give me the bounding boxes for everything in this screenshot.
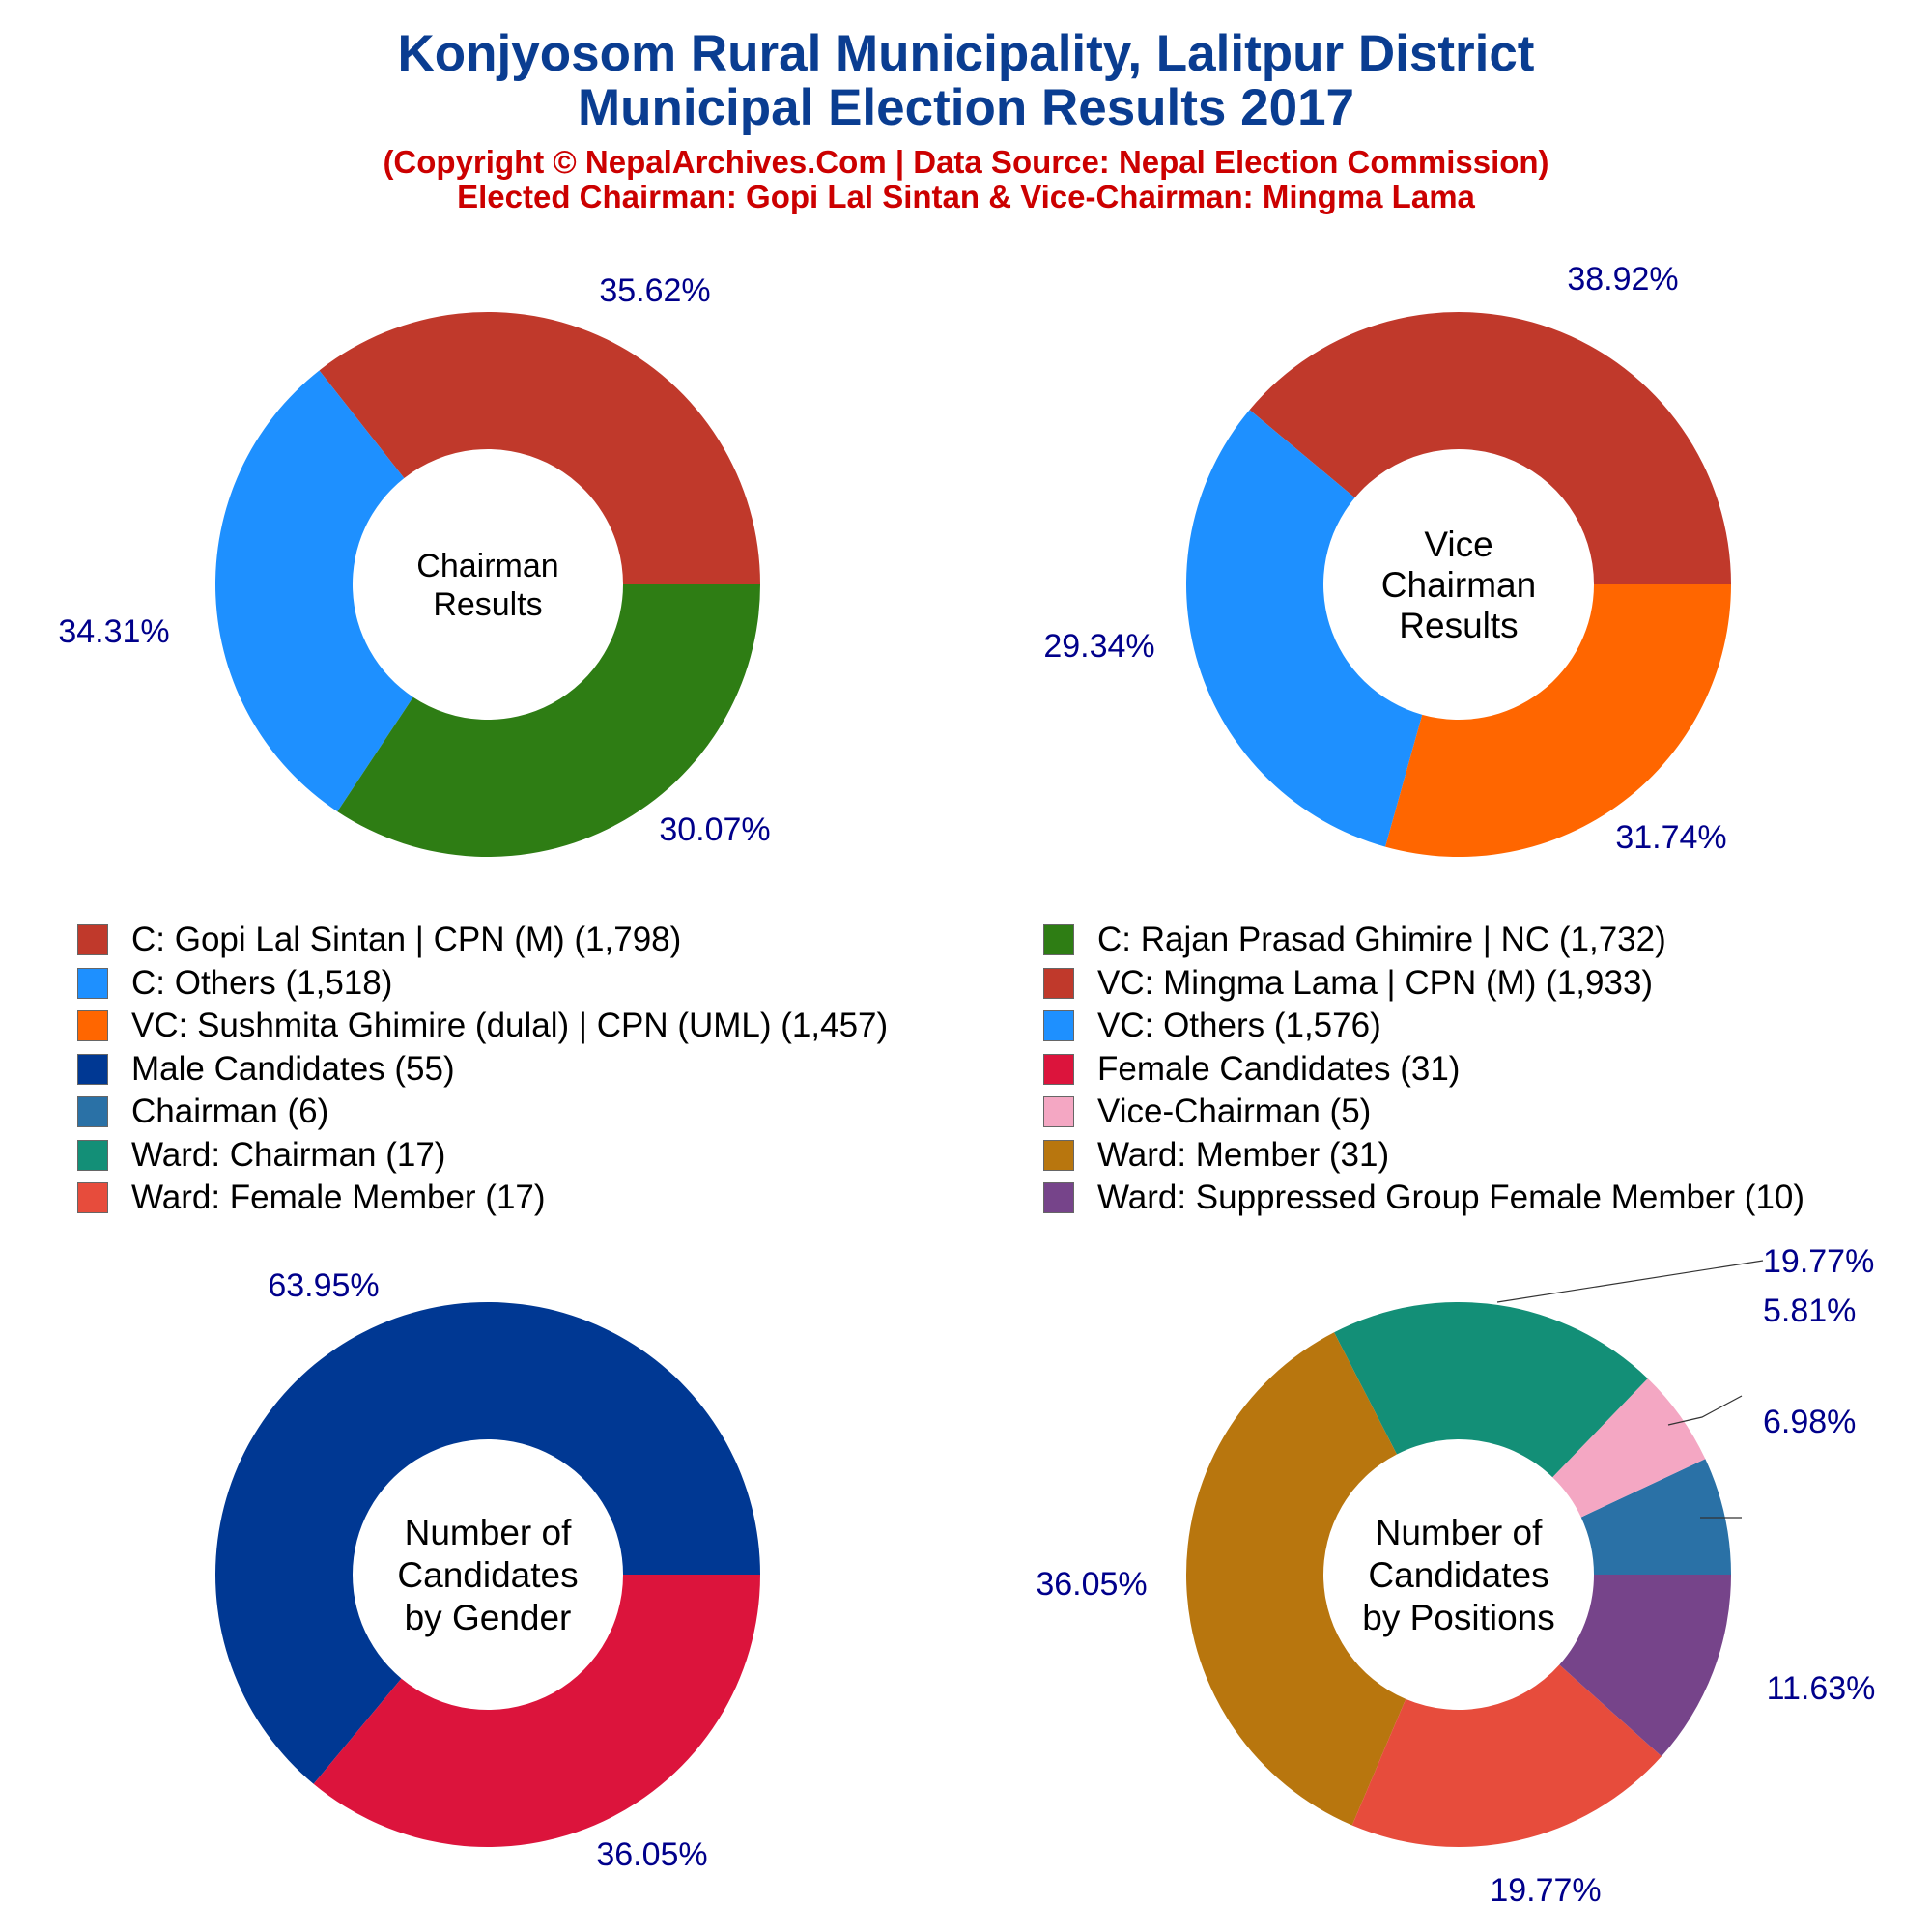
- legend-swatch: [1043, 1139, 1074, 1171]
- percent-label: 38.92%: [1567, 261, 1678, 298]
- legend-label: Ward: Female Member (17): [131, 1179, 546, 1216]
- donut-center-label: Candidates: [397, 1555, 578, 1595]
- legend-label: Ward: Member (31): [1097, 1135, 1390, 1174]
- legend-label: Female Candidates (31): [1097, 1049, 1461, 1088]
- chart-title-line-1: Konjyosom Rural Municipality, Lalitpur D…: [397, 25, 1535, 82]
- slice-ward-chairman: [1334, 1302, 1648, 1478]
- copyright-line: (Copyright © NepalArchives.Com | Data So…: [383, 144, 1549, 180]
- percent-label: 31.74%: [1615, 819, 1726, 856]
- chart-header: Konjyosom Rural Municipality, Lalitpur D…: [0, 27, 1932, 214]
- legend-swatch: [77, 1182, 108, 1213]
- legend-swatch: [1043, 1182, 1074, 1213]
- donut-center-label: by Gender: [405, 1598, 572, 1637]
- slice-ward-suppressed-group-female-member: [1559, 1575, 1731, 1757]
- elected-line: Elected Chairman: Gopi Lal Sintan & Vice…: [457, 179, 1475, 214]
- percent-label: 30.07%: [659, 811, 770, 848]
- percent-label: 11.63%: [1767, 1670, 1876, 1707]
- slice-c-gopi-lal-sintan-cpn-m: [319, 311, 760, 584]
- percent-label: 5.81%: [1763, 1293, 1856, 1329]
- legend-swatch: [77, 924, 108, 955]
- donut-center-label: by Positions: [1362, 1598, 1555, 1637]
- legend-label: C: Others (1,518): [131, 963, 393, 1002]
- donut-center-label: Vice: [1424, 525, 1492, 564]
- slice-c-others: [215, 370, 413, 812]
- percent-label: 34.31%: [58, 613, 169, 650]
- slice-female-candidates: [313, 1575, 760, 1847]
- donut-center-label: Chairman: [416, 548, 558, 584]
- donut-center-label: Results: [1399, 606, 1518, 645]
- slice-c-rajan-prasad-ghimire-nc: [337, 584, 760, 857]
- donut-center-label: Chairman: [1381, 565, 1536, 605]
- legend-swatch: [77, 1139, 108, 1171]
- legend-label: Male Candidates (55): [131, 1049, 455, 1088]
- leader-line: [1667, 1395, 1743, 1426]
- legend-swatch: [1043, 1053, 1074, 1085]
- slice-vc-mingma-lama-cpn-m: [1249, 312, 1731, 584]
- legend-swatch: [1043, 1096, 1074, 1127]
- leader-line: [1496, 1260, 1764, 1303]
- legend-label: C: Rajan Prasad Ghimire | NC (1,732): [1097, 921, 1666, 958]
- legend-swatch: [1043, 1010, 1074, 1041]
- slice-ward-female-member: [1351, 1664, 1662, 1847]
- legend-swatch: [77, 1053, 108, 1085]
- percent-label: 63.95%: [268, 1267, 379, 1304]
- percent-label: 19.77%: [1490, 1872, 1601, 1909]
- slice-vc-sushmita-ghimire-dulal-cpn-uml: [1385, 584, 1731, 857]
- legend-label: Chairman (6): [131, 1093, 329, 1130]
- legend-label: VC: Sushmita Ghimire (dulal) | CPN (UML)…: [131, 1007, 889, 1044]
- legend-label: VC: Others (1,576): [1097, 1007, 1381, 1044]
- donut-center-label: Number of: [405, 1513, 572, 1552]
- slice-vice-chairman: [1552, 1378, 1706, 1518]
- donut-center-label: Number of: [1376, 1513, 1543, 1552]
- legend-swatch: [1043, 967, 1074, 999]
- donut-center-label: Candidates: [1368, 1555, 1548, 1595]
- legend-label: Ward: Chairman (17): [131, 1135, 446, 1174]
- donut-chart-4: 6.98% 5.81% 19.77% 36.05% 19.77% 11.63% Number…: [1036, 1243, 1875, 1909]
- legend-label: Vice-Chairman (5): [1097, 1093, 1372, 1130]
- percent-label: 36.05%: [596, 1836, 707, 1873]
- slice-vc-others: [1186, 410, 1423, 847]
- legend-label: VC: Mingma Lama | CPN (M) (1,933): [1097, 963, 1654, 1002]
- percent-label: 35.62%: [599, 272, 710, 309]
- legend-swatch: [1043, 924, 1074, 955]
- legend-swatch: [77, 1010, 108, 1041]
- legend-swatch: [77, 967, 108, 999]
- slice-chairman: [1580, 1459, 1731, 1575]
- legend-label: C: Gopi Lal Sintan | CPN (M) (1,798): [131, 921, 682, 958]
- legend-swatch: [77, 1096, 108, 1127]
- percent-label: 29.34%: [1043, 628, 1154, 665]
- percent-label: 19.77%: [1763, 1243, 1874, 1280]
- slice-male-candidates: [214, 1302, 760, 1784]
- slice-ward-member: [1186, 1332, 1406, 1826]
- chart-title-line-2: Municipal Election Results 2017: [577, 79, 1355, 136]
- percent-label: 6.98%: [1763, 1404, 1856, 1440]
- percent-label: 36.05%: [1036, 1566, 1147, 1603]
- legend-label: Ward: Suppressed Group Female Member (10…: [1097, 1179, 1805, 1216]
- donut-center-label: Results: [433, 586, 542, 623]
